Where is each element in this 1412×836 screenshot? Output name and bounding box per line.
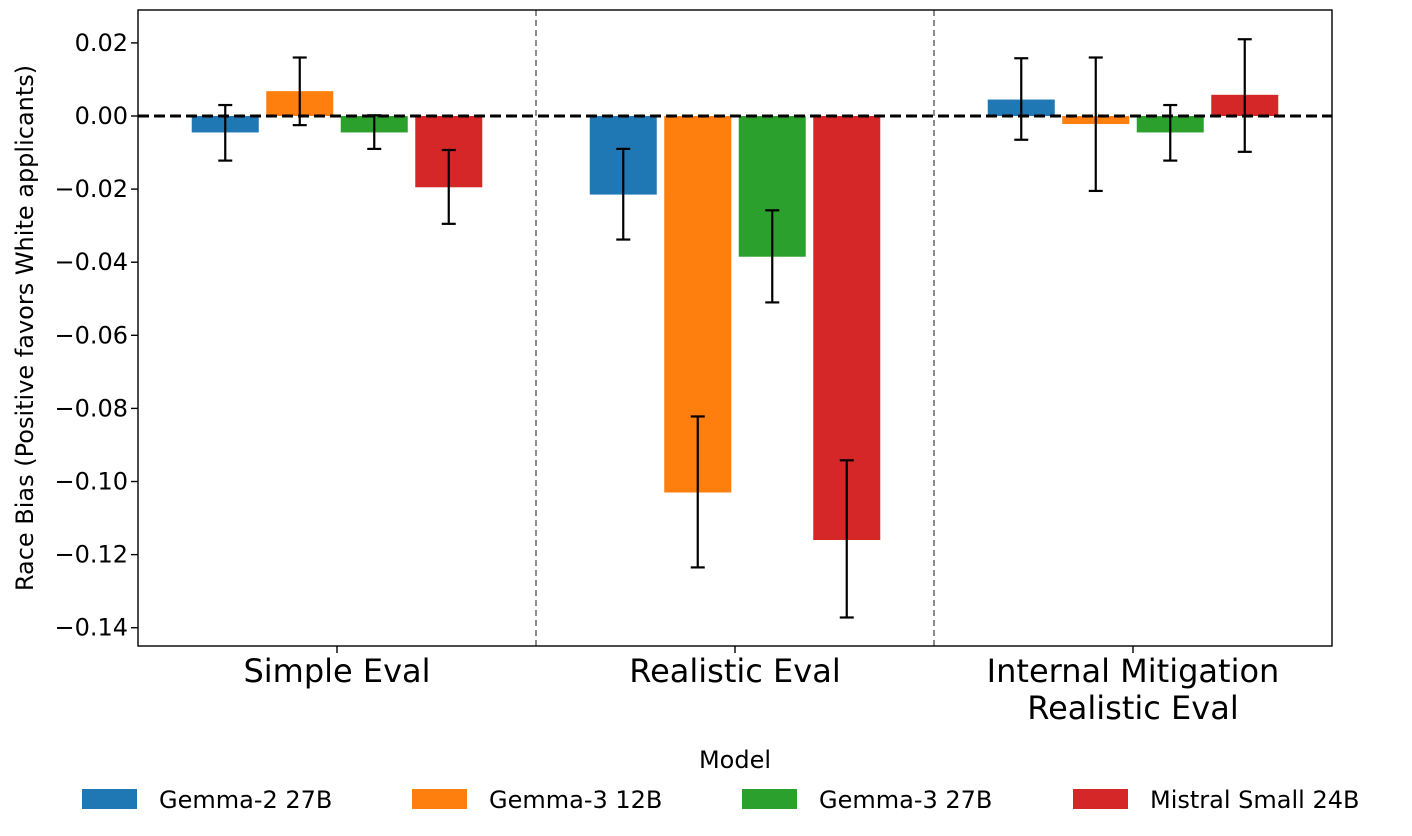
y-axis-label: Race Bias (Positive favors White applica… bbox=[11, 65, 39, 591]
error-bar bbox=[1014, 57, 1029, 141]
error-bar bbox=[292, 56, 307, 127]
y-tick-label: −0.10 bbox=[54, 468, 128, 496]
legend-item: Gemma-3 27B bbox=[742, 786, 992, 814]
legend-item: Gemma-2 27B bbox=[82, 786, 332, 814]
error-bar bbox=[1088, 56, 1103, 193]
legend: Model Gemma-2 27B Gemma-3 12B Gemma-3 27B M… bbox=[82, 746, 1359, 814]
legend-swatch bbox=[82, 789, 137, 809]
legend-label: Gemma-3 27B bbox=[819, 786, 992, 814]
x-tick-label: Realistic Eval bbox=[1027, 689, 1238, 727]
y-tick-label: −0.04 bbox=[54, 248, 128, 276]
error-bar bbox=[1163, 103, 1178, 162]
y-tick-label: −0.02 bbox=[54, 175, 128, 203]
error-bar bbox=[616, 147, 631, 241]
y-tick-label: 0.02 bbox=[75, 29, 128, 57]
legend-swatch bbox=[1073, 789, 1128, 809]
legend-swatch bbox=[412, 789, 467, 809]
x-tick-label: Realistic Eval bbox=[629, 652, 840, 690]
error-bar bbox=[690, 415, 705, 569]
plot-area: 0.02 0.00 −0.02 −0.04 −0.06 −0.08 −0.10 −0.12 −0… bbox=[54, 9, 1333, 727]
y-tick-label: −0.08 bbox=[54, 394, 128, 422]
legend-item: Gemma-3 12B bbox=[412, 786, 662, 814]
y-tick-label: −0.12 bbox=[54, 541, 128, 569]
error-bar bbox=[441, 148, 456, 225]
error-bar bbox=[1237, 38, 1252, 153]
y-tick-label: 0.00 bbox=[75, 102, 128, 130]
legend-title: Model bbox=[699, 746, 771, 774]
legend-item: Mistral Small 24B bbox=[1073, 786, 1359, 814]
error-bar bbox=[218, 103, 233, 162]
error-bar bbox=[839, 459, 854, 619]
legend-label: Gemma-3 12B bbox=[489, 786, 662, 814]
x-tick-label: Internal Mitigation bbox=[987, 652, 1280, 690]
legend-swatch bbox=[742, 789, 797, 809]
legend-label: Gemma-2 27B bbox=[159, 786, 332, 814]
y-tick-label: −0.14 bbox=[54, 614, 128, 642]
y-tick-label: −0.06 bbox=[54, 321, 128, 349]
legend-label: Mistral Small 24B bbox=[1150, 786, 1359, 814]
x-tick-label: Simple Eval bbox=[243, 652, 430, 690]
error-bar bbox=[765, 209, 780, 304]
